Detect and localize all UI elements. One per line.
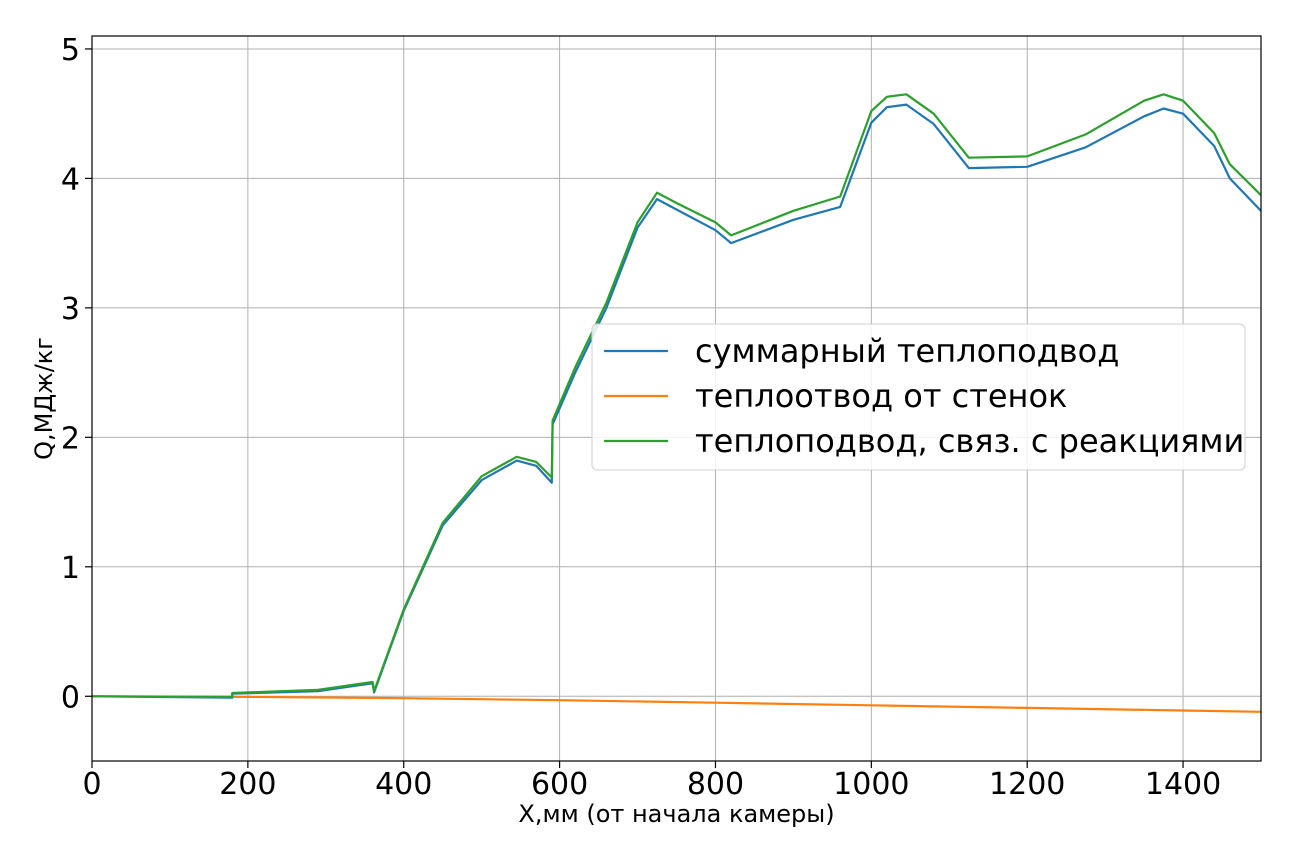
y-tick-label: 0 — [61, 680, 80, 715]
y-tick-label: 1 — [61, 551, 80, 586]
plot-frame — [91, 35, 1262, 762]
legend-box — [591, 323, 1246, 471]
x-tick-label: 400 — [375, 767, 432, 802]
ticks: 0 200 400 600 800 1000 1200 1400 0 1 2 3 4 5 — [61, 33, 1221, 802]
series-layer — [92, 93, 1261, 713]
y-tick-label: 5 — [61, 33, 80, 68]
y-axis-label: Q,МДж/кг — [30, 337, 58, 460]
y-tick-label: 4 — [61, 162, 80, 197]
x-tick-label: 1200 — [989, 767, 1065, 802]
x-tick-label: 0 — [82, 767, 101, 802]
x-tick-label: 600 — [531, 767, 588, 802]
y-tick-label: 3 — [61, 292, 80, 327]
x-axis-label: X,мм (от начала камеры) — [518, 800, 834, 828]
x-tick-label: 800 — [687, 767, 744, 802]
legend-label: теплоотвод от стенок — [695, 377, 1067, 415]
legend-label: суммарный теплоподвод — [695, 332, 1119, 370]
series-line-2 — [92, 695, 1261, 713]
legend: суммарный теплоподвод теплоотвод от стено… — [591, 323, 1246, 471]
legend-label: теплоподвод, связ. с реакциями — [695, 422, 1244, 460]
x-tick-label: 1400 — [1145, 767, 1221, 802]
series-line-3 — [92, 93, 1261, 699]
x-tick-label: 200 — [219, 767, 276, 802]
x-tick-label: 1000 — [833, 767, 909, 802]
y-tick-label: 2 — [61, 421, 80, 456]
